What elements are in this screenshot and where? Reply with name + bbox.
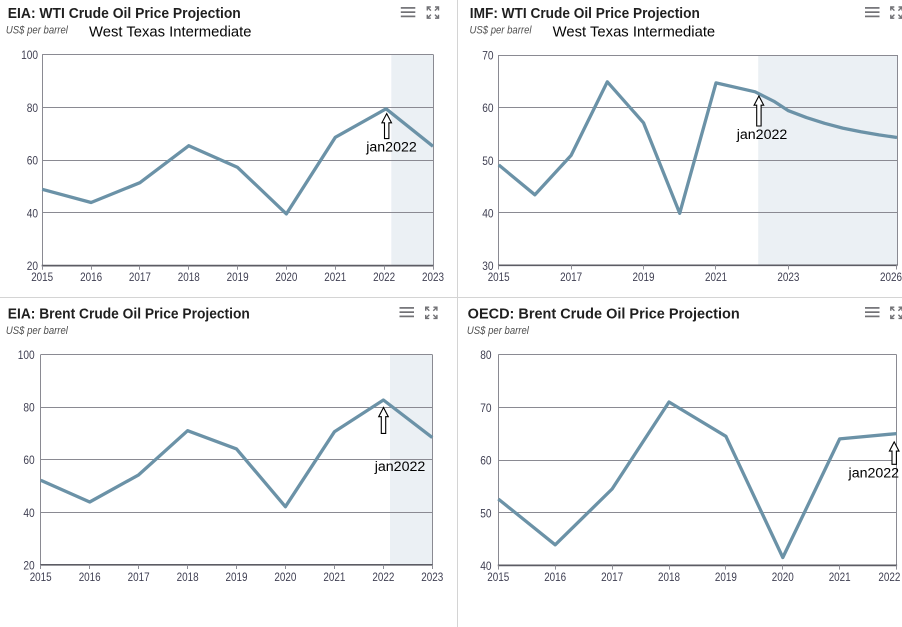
- svg-text:40: 40: [23, 506, 34, 520]
- svg-text:2018: 2018: [177, 570, 199, 584]
- svg-text:2018: 2018: [658, 570, 680, 584]
- svg-text:2016: 2016: [80, 270, 102, 284]
- svg-text:80: 80: [23, 401, 34, 415]
- svg-text:50: 50: [482, 154, 493, 168]
- svg-text:West Texas Intermediate: West Texas Intermediate: [89, 25, 252, 41]
- svg-text:2020: 2020: [772, 570, 794, 584]
- svg-text:OECD: Brent Crude Oil Price Pr: OECD: Brent Crude Oil Price Projection: [468, 307, 740, 323]
- svg-text:2023: 2023: [777, 270, 799, 284]
- svg-text:2017: 2017: [128, 570, 150, 584]
- svg-text:jan2022: jan2022: [736, 127, 788, 143]
- svg-text:2015: 2015: [31, 270, 53, 284]
- svg-text:60: 60: [27, 154, 38, 168]
- svg-text:2016: 2016: [79, 570, 101, 584]
- svg-text:2021: 2021: [324, 270, 346, 284]
- svg-text:2019: 2019: [715, 570, 737, 584]
- svg-text:2026: 2026: [880, 270, 902, 284]
- svg-text:2018: 2018: [178, 270, 200, 284]
- svg-text:jan2022: jan2022: [374, 459, 426, 475]
- svg-text:West Texas Intermediate: West Texas Intermediate: [553, 25, 716, 41]
- svg-text:40: 40: [480, 559, 491, 573]
- svg-text:80: 80: [480, 348, 491, 362]
- svg-text:2020: 2020: [274, 570, 296, 584]
- svg-text:2021: 2021: [705, 270, 727, 284]
- svg-text:2017: 2017: [601, 570, 623, 584]
- svg-text:2015: 2015: [487, 570, 509, 584]
- svg-text:40: 40: [27, 206, 38, 220]
- svg-text:60: 60: [480, 454, 491, 468]
- svg-text:70: 70: [482, 49, 493, 63]
- svg-text:EIA: Brent Crude Oil Price Pro: EIA: Brent Crude Oil Price Projection: [8, 307, 250, 323]
- svg-text:2022: 2022: [373, 270, 395, 284]
- svg-text:20: 20: [23, 558, 34, 572]
- svg-text:80: 80: [27, 101, 38, 115]
- svg-text:2022: 2022: [878, 570, 900, 584]
- svg-text:2023: 2023: [422, 270, 444, 284]
- svg-text:20: 20: [27, 259, 38, 273]
- svg-text:jan2022: jan2022: [848, 466, 900, 482]
- svg-text:US$ per barrel: US$ per barrel: [6, 325, 69, 337]
- svg-text:40: 40: [482, 206, 493, 220]
- svg-text:50: 50: [480, 506, 491, 520]
- svg-text:2016: 2016: [544, 570, 566, 584]
- svg-text:2019: 2019: [226, 570, 248, 584]
- svg-text:US$ per barrel: US$ per barrel: [470, 24, 533, 36]
- svg-text:2019: 2019: [633, 270, 655, 284]
- svg-text:EIA: WTI Crude Oil Price Proje: EIA: WTI Crude Oil Price Projection: [8, 6, 241, 22]
- svg-text:US$ per barrel: US$ per barrel: [467, 325, 530, 337]
- svg-text:2017: 2017: [129, 270, 151, 284]
- svg-text:30: 30: [482, 259, 493, 273]
- svg-text:jan2022: jan2022: [365, 140, 417, 156]
- svg-text:2020: 2020: [275, 270, 297, 284]
- svg-text:60: 60: [482, 101, 493, 115]
- svg-text:IMF: WTI Crude Oil Price Proje: IMF: WTI Crude Oil Price Projection: [470, 6, 700, 22]
- svg-text:2015: 2015: [488, 270, 510, 284]
- svg-text:2017: 2017: [560, 270, 582, 284]
- svg-text:2022: 2022: [372, 570, 394, 584]
- svg-text:100: 100: [18, 348, 35, 362]
- svg-text:2023: 2023: [421, 570, 443, 584]
- svg-text:2019: 2019: [227, 270, 249, 284]
- svg-text:70: 70: [480, 401, 491, 415]
- svg-text:100: 100: [21, 48, 38, 62]
- svg-text:US$ per barrel: US$ per barrel: [6, 24, 69, 36]
- svg-text:2021: 2021: [323, 570, 345, 584]
- svg-text:60: 60: [23, 453, 34, 467]
- svg-text:2015: 2015: [30, 570, 52, 584]
- svg-text:2021: 2021: [829, 570, 851, 584]
